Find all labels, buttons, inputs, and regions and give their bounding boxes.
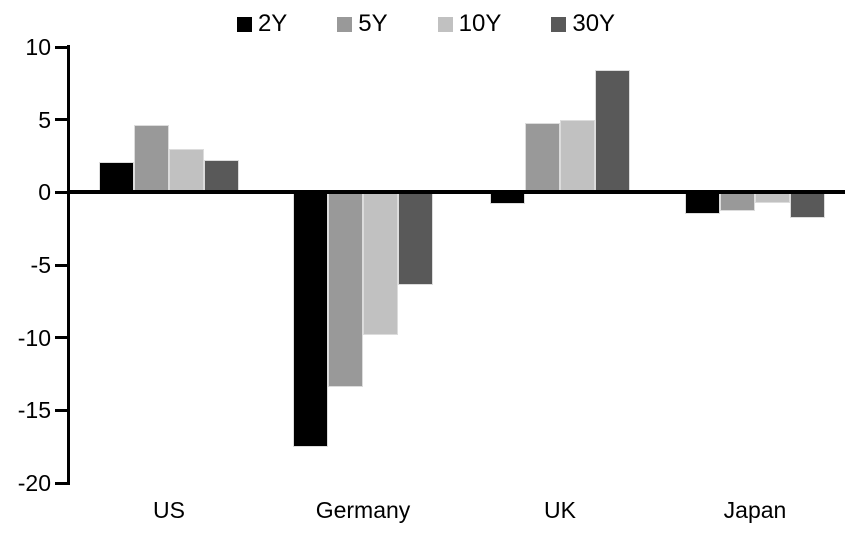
y-axis-tick [55, 481, 67, 485]
bar-us-30y [204, 160, 239, 193]
x-axis-category-label: Japan [723, 497, 787, 523]
bar-us-10y [169, 148, 204, 193]
chart-legend: 2Y 5Y 10Y 30Y [0, 10, 852, 38]
bar-us-5y [134, 125, 169, 193]
legend-item-2y: 2Y [236, 10, 288, 38]
y-axis-tick [55, 190, 67, 194]
legend-item-10y: 10Y [437, 10, 502, 38]
legend-label: 2Y [257, 10, 288, 37]
bar-japan-30y [790, 192, 825, 219]
legend-label: 10Y [458, 10, 502, 37]
x-axis-category-label: US [153, 497, 185, 523]
bar-germany-5y [328, 192, 363, 388]
y-axis-tick-label: -5 [30, 252, 51, 278]
legend-label: 5Y [358, 10, 388, 37]
bar-germany-2y [293, 192, 328, 447]
x-axis-category-label: UK [544, 497, 576, 523]
bar-us-2y [99, 161, 134, 193]
bar-uk-30y [595, 70, 630, 193]
bar-japan-2y [685, 192, 720, 215]
y-axis-tick [55, 408, 67, 412]
bar-uk-10y [560, 119, 595, 193]
y-axis-tick-label: 5 [38, 106, 51, 133]
bar-uk-5y [525, 122, 560, 193]
y-axis-tick-label: -20 [17, 470, 51, 496]
legend-item-5y: 5Y [337, 10, 388, 38]
y-axis-tick-label: 0 [38, 179, 51, 206]
legend-item-30y: 30Y [551, 10, 615, 38]
y-axis-tick-label: -15 [17, 397, 51, 424]
x-axis-zero-line [67, 190, 845, 195]
x-axis-category-label: Germany [315, 497, 411, 523]
y-axis-tick [55, 45, 67, 49]
legend-swatch-30y [551, 16, 567, 32]
y-axis-tick-label: -10 [17, 324, 51, 351]
bar-japan-5y [720, 192, 755, 212]
bar-germany-10y [363, 192, 398, 335]
y-axis-tick-label: 10 [25, 34, 51, 60]
y-axis-tick [55, 263, 67, 267]
legend-swatch-10y [437, 16, 453, 32]
y-axis-tick [55, 336, 67, 340]
legend-swatch-5y [337, 16, 353, 32]
bar-germany-30y [398, 192, 433, 286]
y-axis-line [67, 45, 70, 485]
legend-label: 30Y [572, 10, 616, 37]
legend-swatch-2y [236, 16, 252, 32]
y-axis-tick [55, 118, 67, 122]
